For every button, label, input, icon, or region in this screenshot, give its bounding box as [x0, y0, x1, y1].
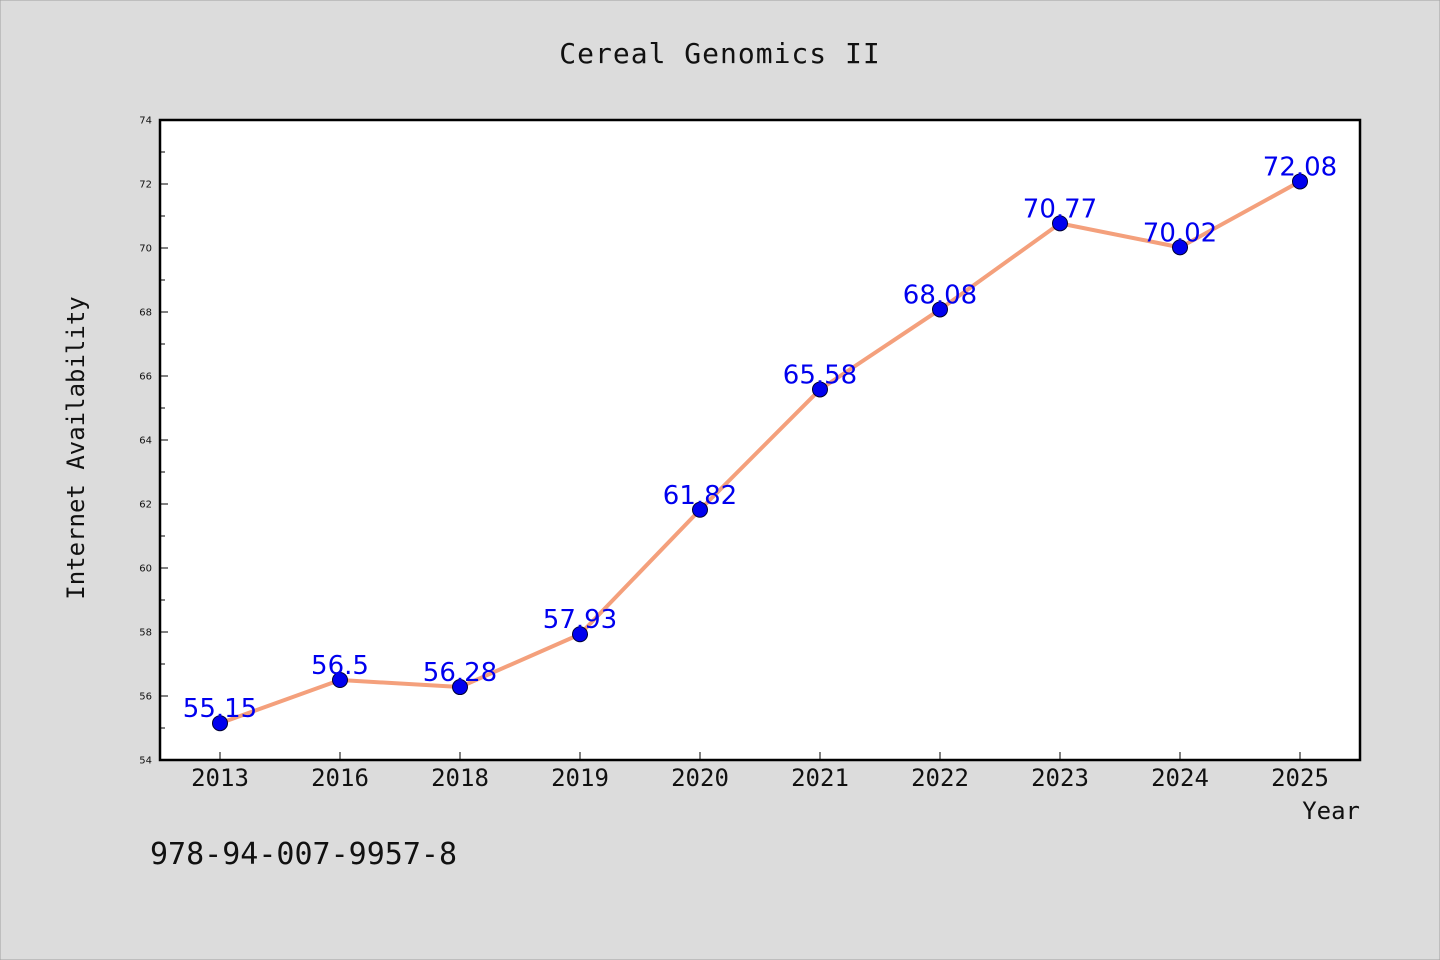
x-tick-label: 2023: [1031, 764, 1089, 792]
data-point: [932, 301, 948, 318]
data-label: 56.28: [423, 658, 497, 688]
y-tick-label: 54: [139, 756, 152, 767]
x-tick-label: 2021: [791, 764, 849, 792]
data-label: 55.15: [183, 694, 257, 724]
y-tick-label: 72: [139, 180, 152, 191]
y-axis-label: Internet Availability: [62, 296, 90, 599]
data-point: [572, 626, 588, 643]
data-point: [1172, 239, 1188, 256]
data-label: 61.82: [663, 481, 737, 511]
x-tick-label: 2024: [1151, 764, 1209, 792]
x-tick-label: 2025: [1271, 764, 1329, 792]
data-point: [1292, 173, 1308, 190]
y-tick-label: 60: [139, 564, 152, 575]
y-tick-label: 62: [139, 500, 152, 511]
x-tick-label: 2020: [671, 764, 729, 792]
series-layer: [212, 173, 1308, 732]
data-label: 65.58: [783, 360, 857, 390]
y-tick-label: 64: [139, 436, 152, 447]
x-tick-label: 2018: [431, 764, 489, 792]
data-point: [332, 672, 348, 688]
y-tick-label: 68: [139, 308, 152, 319]
plot-area: [158, 118, 1362, 762]
data-point: [212, 715, 228, 732]
data-label: 56.5: [311, 651, 369, 681]
data-labels: 55.15 56.5 56.28 57.93 61.82 65.58 68.08 70.77 7…: [183, 152, 1337, 724]
data-label: 70.02: [1143, 218, 1217, 248]
chart-title: Cereal Genomics II: [559, 37, 880, 70]
x-tick-label: 2016: [311, 764, 369, 792]
y-axis-ticks: 54 56 58 60 62 64 66 68 70 72 74: [139, 116, 168, 767]
data-label: 70.77: [1023, 194, 1097, 224]
data-point: [692, 501, 708, 518]
data-label: 72.08: [1263, 152, 1337, 182]
data-point: [1052, 215, 1068, 232]
data-point: [452, 679, 468, 696]
series-line: [218, 179, 1302, 726]
x-tick-label: 2013: [191, 764, 249, 792]
data-label: 68.08: [903, 280, 977, 310]
x-tick-label: 2022: [911, 764, 969, 792]
x-axis-ticks: 2013 2016 2018 2019 2020 2021 2022 2023 2024 2025: [191, 752, 1329, 792]
data-label: 57.93: [543, 605, 617, 635]
y-tick-label: 74: [139, 116, 152, 127]
x-tick-label: 2019: [551, 764, 609, 792]
isbn-text: 978-94-007-9957-8: [150, 837, 457, 872]
y-tick-label: 56: [139, 692, 152, 703]
y-tick-label: 70: [139, 244, 152, 255]
y-tick-label: 58: [139, 628, 152, 639]
data-point: [812, 381, 828, 398]
y-tick-label: 66: [139, 372, 152, 383]
x-axis-label: Year: [1302, 797, 1360, 825]
